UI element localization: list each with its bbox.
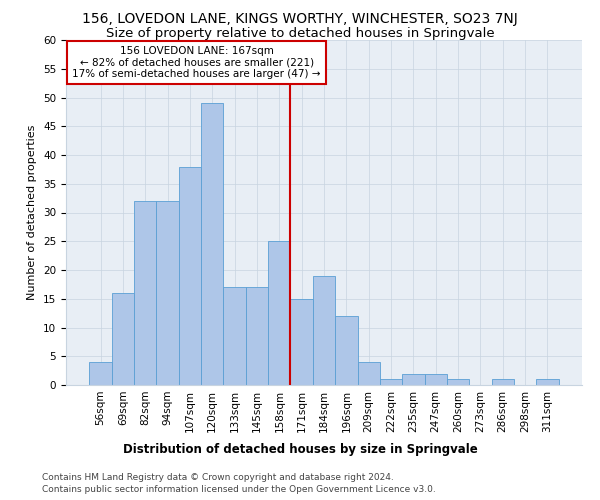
Text: Size of property relative to detached houses in Springvale: Size of property relative to detached ho… [106, 28, 494, 40]
Bar [223, 287, 246, 385]
Bar [89, 362, 112, 385]
Bar [358, 362, 380, 385]
Bar [425, 374, 447, 385]
Bar [201, 104, 223, 385]
Text: Distribution of detached houses by size in Springvale: Distribution of detached houses by size … [122, 442, 478, 456]
Text: Contains public sector information licensed under the Open Government Licence v3: Contains public sector information licen… [42, 485, 436, 494]
Bar [380, 380, 402, 385]
Bar [536, 380, 559, 385]
Bar [313, 276, 335, 385]
Bar [246, 287, 268, 385]
Text: Contains HM Land Registry data © Crown copyright and database right 2024.: Contains HM Land Registry data © Crown c… [42, 472, 394, 482]
Text: 156 LOVEDON LANE: 167sqm
← 82% of detached houses are smaller (221)
17% of semi-: 156 LOVEDON LANE: 167sqm ← 82% of detach… [73, 46, 321, 79]
Bar [447, 380, 469, 385]
Bar [157, 201, 179, 385]
Bar [134, 201, 157, 385]
Bar [179, 166, 201, 385]
Bar [491, 380, 514, 385]
Bar [268, 242, 290, 385]
Bar [112, 293, 134, 385]
Bar [402, 374, 425, 385]
Bar [290, 298, 313, 385]
Text: 156, LOVEDON LANE, KINGS WORTHY, WINCHESTER, SO23 7NJ: 156, LOVEDON LANE, KINGS WORTHY, WINCHES… [82, 12, 518, 26]
Bar [335, 316, 358, 385]
Y-axis label: Number of detached properties: Number of detached properties [28, 125, 37, 300]
